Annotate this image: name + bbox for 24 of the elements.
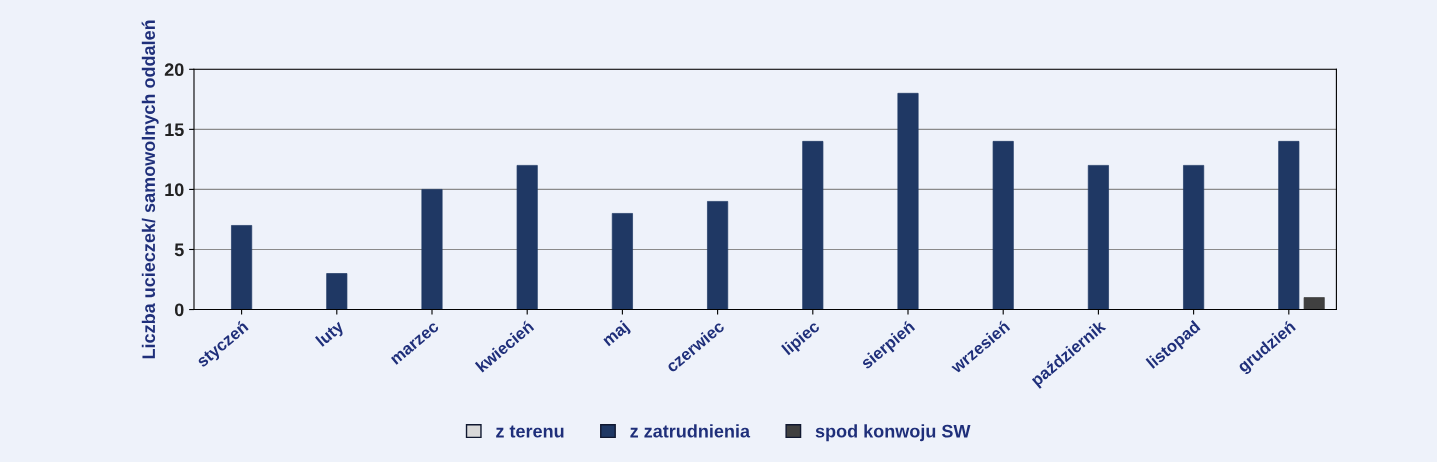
bar <box>1303 297 1325 310</box>
y-tick-label: 5 <box>174 243 184 257</box>
x-tick-label: luty <box>314 319 347 350</box>
bar <box>611 213 633 310</box>
bar <box>326 273 348 310</box>
bar <box>802 141 824 310</box>
bar <box>992 141 1014 310</box>
legend-label: z zatrudnienia <box>630 424 751 438</box>
bar <box>1087 165 1109 310</box>
bar <box>1278 141 1300 310</box>
x-tick-label: maj <box>601 320 632 349</box>
bar <box>516 165 538 310</box>
y-axis-title: Liczba ucieczek/ samowolnych oddaleń <box>141 20 159 359</box>
bar <box>707 201 729 310</box>
y-tick-label: 20 <box>164 63 184 77</box>
y-tick-label: 15 <box>165 123 184 137</box>
legend-label: spod konwoju SW <box>815 424 971 442</box>
bar <box>897 92 919 310</box>
bar <box>231 225 253 310</box>
legend-label: z terenu <box>496 425 564 438</box>
bar <box>421 189 443 310</box>
y-tick-label: 10 <box>165 183 184 197</box>
y-tick-label: 0 <box>174 303 184 317</box>
bar <box>1183 165 1205 310</box>
